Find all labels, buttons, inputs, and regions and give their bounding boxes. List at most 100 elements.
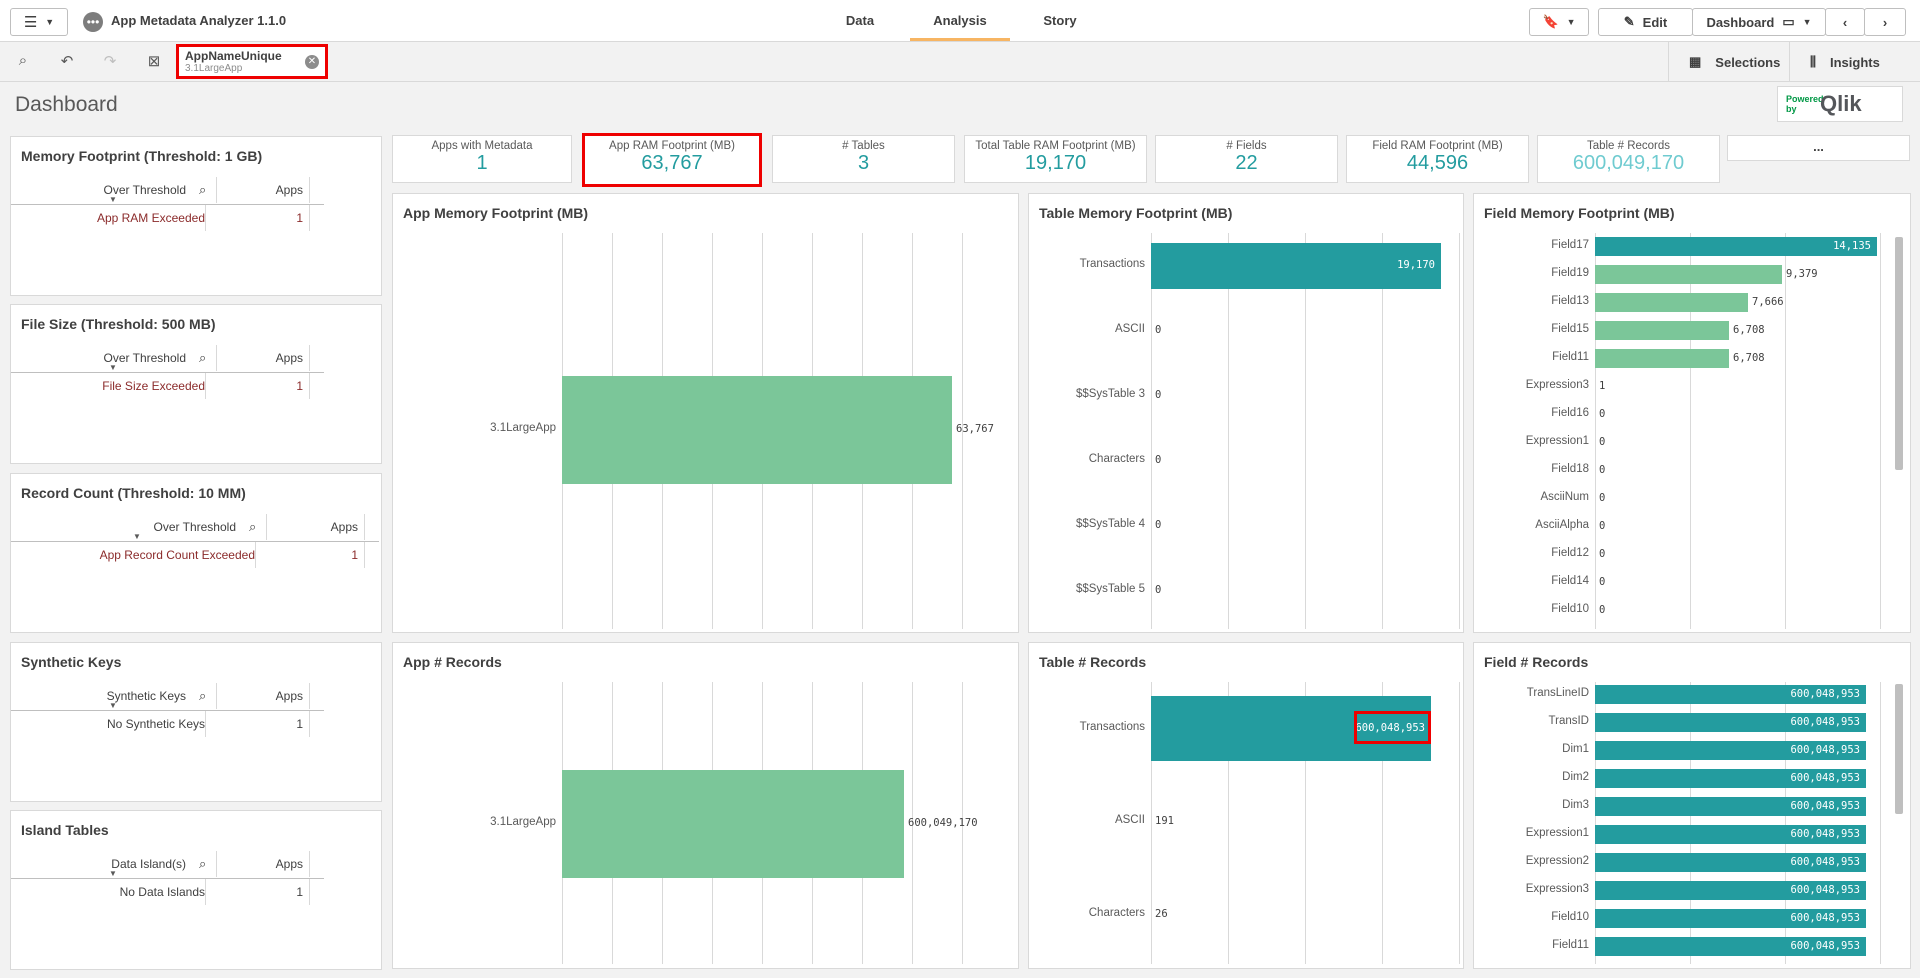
table-row-label[interactable]: App RAM Exceeded [11,205,206,231]
sheet-selector[interactable]: Dashboard ▭ ▼ [1692,8,1826,36]
search-icon[interactable]: ⌕ [199,856,207,871]
sort-indicator-icon: ▼ [109,701,117,710]
smart-search-icon[interactable]: ⌕ [18,52,28,69]
grid-line [1785,233,1786,629]
table-row-label[interactable]: No Data Islands [11,879,206,905]
grid-line [1151,682,1152,964]
kpi-label: Table # Records [1586,140,1671,152]
category-label: Field11 [1552,350,1589,363]
measure-header[interactable]: Apps [216,177,303,203]
side-table-panel: Synthetic Keys Synthetic Keys ⌕ Apps ▼ N… [10,642,382,802]
category-label: Dim2 [1562,770,1589,783]
app-title: App Metadata Analyzer 1.1.0 [111,13,287,28]
data-label: 6,708 [1733,351,1765,364]
panel-title: File Size (Threshold: 500 MB) [21,316,216,332]
data-label: 600,048,953 [1790,799,1860,812]
close-icon[interactable]: ✕ [305,55,319,69]
chart-title: App # Records [403,654,502,670]
kpi-tile[interactable]: Apps with Metadata 1 [392,135,572,183]
table-row-label[interactable]: File Size Exceeded [11,373,206,399]
kpi-value: 22 [1235,152,1258,174]
step-back-icon[interactable]: ↶ [60,53,74,70]
column-divider [364,514,365,540]
kpi-tile[interactable]: Field RAM Footprint (MB) 44,596 [1346,135,1529,183]
tab-analysis[interactable]: Analysis [910,0,1010,41]
grid-line [1595,233,1596,629]
grid-line [1151,233,1152,629]
measure-header[interactable]: Apps [216,851,303,877]
chart-title: Table # Records [1039,654,1147,670]
data-label: 600,048,953 [1790,883,1860,896]
table-row-label[interactable]: No Synthetic Keys [11,711,206,737]
tab-story[interactable]: Story [1043,13,1077,28]
category-label: Characters [1088,453,1145,465]
search-icon[interactable]: ⌕ [249,519,257,534]
kpi-label: App RAM Footprint (MB) [609,140,735,152]
column-divider [309,711,310,737]
hamburger-icon: ☰ [23,14,38,31]
chevron-right-icon: › [1882,14,1888,30]
kpi-tile[interactable]: Total Table RAM Footprint (MB) 19,170 [964,135,1147,183]
measure-header[interactable]: Apps [216,683,303,709]
chart-bar [1595,265,1782,284]
grid-line [962,682,963,964]
chart-bar [1595,349,1729,368]
search-icon[interactable]: ⌕ [199,182,207,197]
chevron-down-icon: ▼ [1802,17,1812,27]
panel-title: Memory Footprint (Threshold: 1 GB) [21,148,263,164]
kpi-value: 44,596 [1406,152,1469,174]
data-label: 600,049,170 [908,817,978,829]
dimension-header[interactable]: Over Threshold [103,183,186,197]
bookmarks-button[interactable]: 🔖 ▼ [1529,8,1589,36]
data-label: 0 [1599,547,1606,560]
kpi-label: Field RAM Footprint (MB) [1372,140,1503,152]
category-label: TransID [1548,714,1589,727]
tab-data[interactable]: Data [845,13,875,28]
data-label: 9,379 [1786,267,1818,280]
chart-bar [1151,243,1441,289]
step-forward-icon[interactable]: ↷ [103,53,117,70]
category-label: Dim3 [1562,798,1589,811]
category-label: ASCII [1114,323,1145,335]
kpi-tile[interactable]: # Tables 3 [772,135,955,183]
chart-bar [1595,741,1866,760]
selections-button[interactable]: ▦ Selections [1668,42,1789,82]
category-label: 3.1LargeApp [490,422,556,434]
dimension-header[interactable]: Data Island(s) [111,857,186,871]
selections-bar: ⌕ ↶ ↷ ⊠ AppNameUnique 3.1LargeApp ✕ [0,42,1920,82]
grid-line [1459,682,1460,964]
dimension-header[interactable]: Over Threshold [153,520,236,534]
kpi-tile[interactable]: # Fields 22 [1155,135,1338,183]
search-icon[interactable]: ⌕ [199,688,207,703]
measure-header[interactable]: Apps [216,345,303,371]
grid-line [1228,682,1229,964]
table-row-label[interactable]: App Record Count Exceeded [11,542,256,568]
chart-bar [1595,853,1866,872]
grid-line [1305,233,1306,629]
main-menu-button[interactable]: ☰ ▼ [10,8,68,36]
data-label: 0 [1155,584,1162,596]
data-label: 0 [1599,603,1606,616]
next-sheet-button[interactable]: › [1864,8,1906,36]
grid-line [1228,233,1229,629]
insights-button[interactable]: ⫼ Insights [1789,42,1920,82]
kpi-tile[interactable]: App RAM Footprint (MB) 63,767 [582,133,762,187]
kpi-label: Total Table RAM Footprint (MB) [975,140,1136,152]
category-label: Expression1 [1525,826,1589,839]
dimension-header[interactable]: Over Threshold [103,351,186,365]
table-row-value: 1 [296,211,303,225]
dimension-header[interactable]: Synthetic Keys [106,689,186,703]
edit-button[interactable]: ✎ Edit [1598,8,1693,36]
clear-selections-icon[interactable]: ⊠ [147,53,161,70]
search-icon[interactable]: ⌕ [199,350,207,365]
category-label: Field10 [1551,910,1589,923]
panel-title: Synthetic Keys [21,654,122,670]
column-divider [309,879,310,905]
previous-sheet-button[interactable]: ‹ [1825,8,1865,36]
measure-header[interactable]: Apps [266,514,358,540]
category-label: Expression3 [1525,378,1589,391]
kpi-tile[interactable]: Table # Records 600,049,170 [1537,135,1720,183]
selection-chip[interactable]: AppNameUnique 3.1LargeApp ✕ [176,44,328,79]
grid-line [912,682,913,964]
more-kpis-button[interactable]: ... [1727,135,1910,161]
